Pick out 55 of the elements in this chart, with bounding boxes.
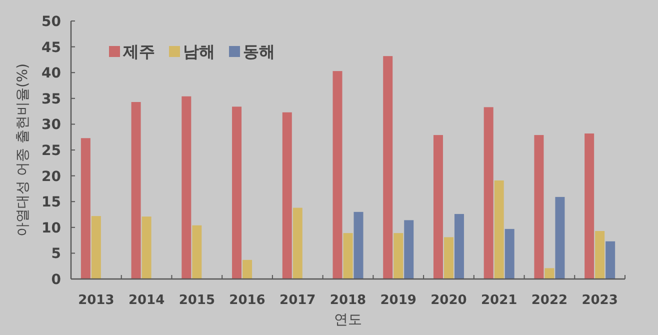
bar (80, 138, 90, 279)
bar (383, 56, 393, 279)
bar (332, 71, 342, 279)
y-tick-label: 20 (42, 168, 62, 185)
x-tick-label: 2020 (430, 293, 467, 308)
x-tick-label: 2023 (582, 293, 618, 308)
y-tick-label: 25 (42, 143, 61, 159)
bar (454, 214, 464, 279)
y-tick-label: 5 (51, 246, 61, 262)
bar (282, 112, 292, 279)
y-tick-label: 40 (42, 66, 62, 82)
bar (584, 133, 594, 279)
bar (354, 212, 364, 279)
x-tick-label: 2016 (229, 293, 266, 308)
y-tick-label: 10 (42, 220, 62, 236)
y-tick-label: 0 (51, 272, 62, 288)
x-tick-label: 2022 (531, 293, 568, 308)
bar (343, 233, 353, 279)
x-tick-label: 2018 (330, 293, 366, 308)
bar (484, 107, 494, 279)
y-axis-title: 아열대성 어종 출현비율(%) (15, 63, 31, 237)
bar (131, 102, 141, 279)
bar (192, 225, 202, 279)
bar (142, 216, 152, 279)
bar (242, 260, 252, 279)
bar (232, 106, 242, 279)
y-tick-label: 15 (42, 194, 61, 211)
bar (544, 268, 554, 279)
bar (394, 233, 404, 279)
bar (182, 96, 192, 279)
bar (494, 180, 504, 279)
bar (444, 237, 454, 279)
bar (433, 135, 443, 279)
bar (595, 231, 605, 279)
bar (292, 208, 302, 279)
bar (555, 196, 565, 279)
bar (91, 216, 101, 279)
x-tick-label: 2017 (280, 293, 316, 308)
bar (534, 135, 544, 279)
bar (404, 220, 414, 279)
bar (504, 228, 514, 279)
x-tick-label: 2019 (380, 293, 416, 308)
y-tick-label: 50 (42, 14, 62, 30)
legend-label: 남해 (183, 42, 215, 61)
legend-label: 동해 (243, 42, 275, 61)
x-axis-title: 연도 (334, 312, 362, 328)
y-tick-label: 30 (42, 117, 62, 134)
x-tick-label: 2013 (78, 293, 114, 308)
legend-label: 제주 (122, 42, 155, 61)
y-tick-label: 35 (42, 91, 61, 108)
x-tick-label: 2021 (480, 293, 518, 308)
y-tick-label: 45 (42, 40, 61, 56)
x-tick-label: 2014 (128, 293, 165, 308)
bar (606, 241, 616, 279)
x-tick-label: 2015 (178, 293, 216, 308)
